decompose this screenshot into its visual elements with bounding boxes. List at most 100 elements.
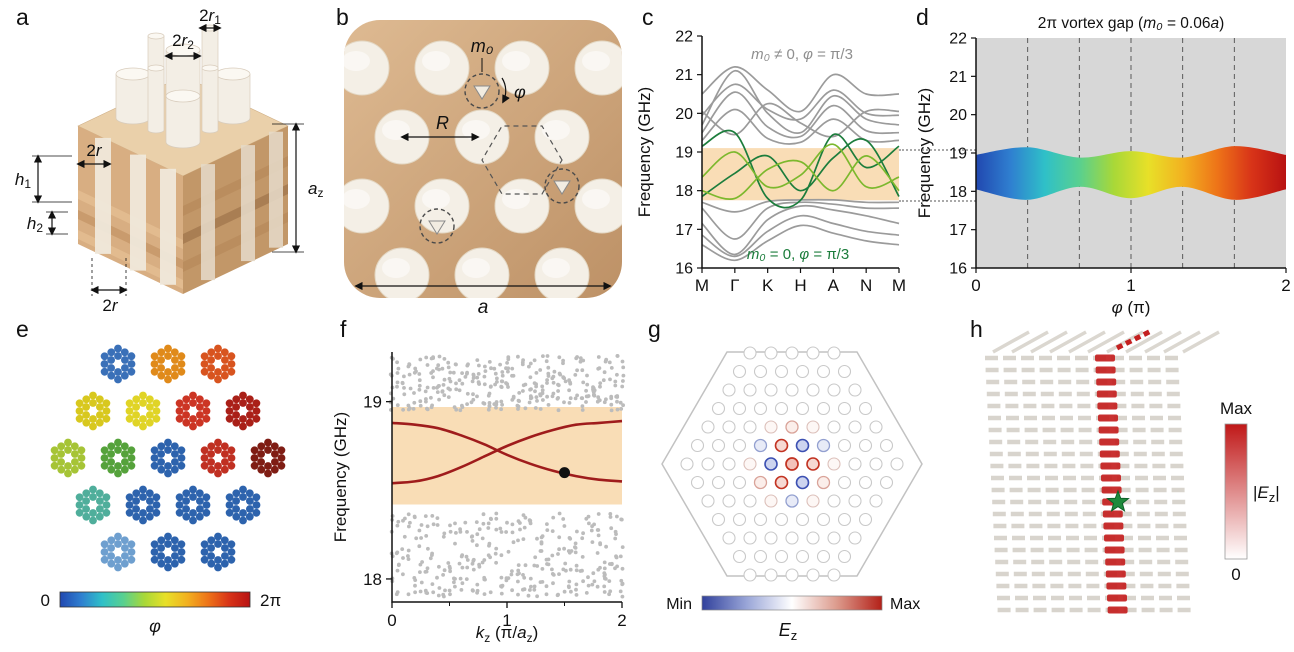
label-h1: h1 <box>15 170 31 191</box>
panel-e-phase-array: 0 2π φ <box>41 344 286 636</box>
d-ytick-label: 16 <box>949 261 967 278</box>
h-colorbar-zero-label: 0 <box>1231 565 1240 584</box>
vortex-cluster <box>100 532 136 572</box>
c-ytick-label: 18 <box>675 183 693 200</box>
d-title: 2π vortex gap (m₀ = 0.06a) <box>1038 15 1225 32</box>
panel-d-vortex-gap-plot: 16 17 18 19 20 21 22 0 1 2 2π vortex gap (m₀ = 0.… <box>915 15 1291 317</box>
dimension-labels: 2r1 2r2 h1 h2 2r 2r az <box>15 6 324 315</box>
label-h2: h2 <box>27 214 43 235</box>
f-selected-mode-marker <box>559 467 570 479</box>
c-xtick-label: H <box>794 276 806 295</box>
d-ytick-label: 18 <box>949 184 967 201</box>
perturbation-site-circle <box>419 208 455 244</box>
f-xlabel: kz (π/az) <box>476 623 538 645</box>
c-xtick-label: N <box>860 276 872 295</box>
g-colorbar <box>701 595 883 611</box>
e-colorbar-axis-label: φ <box>149 616 161 636</box>
c-band-lines <box>701 66 900 262</box>
field-map-plot <box>661 346 923 611</box>
panel-label-f: f <box>340 316 347 342</box>
c-ytick-label: 19 <box>675 145 693 162</box>
panel-label-d: d <box>916 4 929 30</box>
c-band-line-bulk-gray <box>701 201 900 240</box>
c-legend-gray: m₀ ≠ 0, φ = π/3 <box>751 46 853 63</box>
c-band-line-bulk-gray <box>701 83 900 121</box>
c-xtick-label: Γ <box>730 276 739 295</box>
h-field-label: |Ez| <box>1253 483 1280 505</box>
b-annotations <box>354 58 612 291</box>
panel-g-field-map: Min Max Ez <box>661 346 923 643</box>
vortex-cluster <box>225 485 261 525</box>
vortex-cluster <box>75 391 111 431</box>
unit-hexagon-dashed <box>481 125 563 195</box>
photonic-crystal-3d <box>77 24 289 294</box>
panel-a-structure-render: 2r1 2r2 h1 h2 2r 2r az <box>15 6 324 315</box>
woodpile-stack-3d <box>985 330 1220 613</box>
c-band-line-bulk-gray <box>701 204 900 256</box>
f-ytick-label: 19 <box>363 393 382 412</box>
panel-f-dispersion-plot: 18 19 0 1 2 Frequency (GHz) kz (π/az) <box>331 352 627 645</box>
e-colorbar <box>59 591 251 608</box>
label-m0: m₀ <box>471 36 494 56</box>
gap-connector-line-bottom <box>899 200 976 202</box>
dispersion-plot: 18 19 0 1 2 <box>363 352 627 630</box>
panel-b-topview-render: m₀ φ R a <box>344 20 622 318</box>
vortex-cluster <box>250 438 286 478</box>
d-ytick-label: 19 <box>949 146 967 163</box>
f-ytick-label: 18 <box>363 570 382 589</box>
e-colorbar-max-label: 2π <box>260 591 281 610</box>
f-xtick-label: 2 <box>617 611 626 630</box>
vortex-cluster <box>100 438 136 478</box>
vortex-cluster <box>200 344 236 384</box>
vortex-cluster <box>75 485 111 525</box>
panel-label-g: g <box>648 316 661 342</box>
vortex-phase-array <box>50 344 286 572</box>
panel-label-e: e <box>16 316 29 342</box>
triangle-rod-marker <box>473 85 491 100</box>
c-xtick-label: M <box>695 276 709 295</box>
g-field-lattice <box>680 346 904 582</box>
label-phi: φ <box>514 82 526 102</box>
vortex-field-column <box>1095 328 1153 614</box>
vortex-cluster <box>200 532 236 572</box>
panel-h-field-3d: Max 0 |Ez| <box>985 328 1280 614</box>
c-legend-green: m₀ = 0, φ = π/3 <box>747 246 849 263</box>
phi-rotation-arc <box>501 77 510 104</box>
c-xtick-label: A <box>828 276 840 295</box>
triangle-rod-marker <box>553 180 571 195</box>
c-band-line-vortex-green-light <box>701 155 900 200</box>
c-band-line-bulk-gray <box>701 69 900 134</box>
perturbation-site-circle <box>464 73 500 109</box>
vortex-cluster <box>225 391 261 431</box>
phase-array-plot <box>50 344 286 608</box>
g-colorbar-max-label: Max <box>890 596 920 613</box>
h-colorbar <box>1224 423 1248 560</box>
d-ytick-label: 17 <box>949 222 967 239</box>
panel-label-a: a <box>16 4 29 30</box>
label-az: az <box>308 179 323 200</box>
vortex-cluster <box>125 485 161 525</box>
c-band-line-bulk-gray <box>701 102 900 138</box>
vortex-cluster <box>175 485 211 525</box>
d-ytick-label: 20 <box>949 107 967 124</box>
f-helical-mode-curves <box>391 419 623 485</box>
b-labels: m₀ φ R a <box>436 36 526 318</box>
gap-connector-line-top <box>899 149 976 151</box>
g-field-label: Ez <box>779 620 798 643</box>
vortex-cluster <box>150 532 186 572</box>
f-xtick-label: 0 <box>387 611 396 630</box>
c-ytick-label: 17 <box>675 222 693 239</box>
f-ylabel: Frequency (GHz) <box>331 412 350 542</box>
d-ylabel: Frequency (GHz) <box>915 88 934 218</box>
label-2r2: 2r2 <box>172 31 194 52</box>
c-band-line-bulk-gray <box>701 214 900 258</box>
e-colorbar-min-label: 0 <box>41 591 50 610</box>
c-xtick-label: K <box>762 276 774 295</box>
vortex-gap-plot: 16 17 18 19 20 21 22 0 1 2 <box>949 31 1291 296</box>
vortex-cluster <box>150 438 186 478</box>
d-xtick-label: 1 <box>1126 276 1135 295</box>
perturbation-site-circle <box>544 168 580 204</box>
f-xtick-label: 1 <box>502 611 511 630</box>
label-a: a <box>478 297 489 318</box>
